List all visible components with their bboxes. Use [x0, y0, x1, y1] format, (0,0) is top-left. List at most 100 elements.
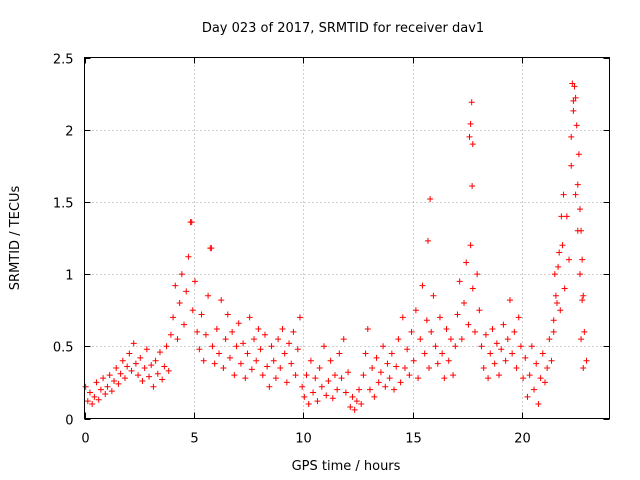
data-point: [482, 331, 489, 338]
data-point: [353, 398, 360, 405]
data-point: [233, 343, 240, 350]
data-point: [266, 383, 273, 390]
data-point: [391, 386, 398, 393]
data-point: [235, 320, 242, 327]
data-point: [119, 357, 126, 364]
data-point: [580, 292, 587, 299]
data-point: [124, 363, 131, 370]
data-point: [286, 340, 293, 347]
data-point: [222, 336, 229, 343]
y-tick-label: 1: [65, 269, 73, 284]
x-tick-label: 0: [81, 432, 89, 447]
data-point: [325, 377, 332, 384]
data-point: [351, 406, 358, 413]
data-point: [509, 350, 516, 357]
data-point: [575, 151, 582, 158]
data-point: [520, 375, 527, 382]
data-point: [487, 350, 494, 357]
data-point: [255, 325, 262, 332]
data-point: [535, 401, 542, 408]
data-point: [296, 314, 303, 321]
data-point: [216, 350, 223, 357]
data-point: [531, 386, 538, 393]
y-axis-label: SRMTID / TECUs: [8, 186, 23, 291]
data-point: [463, 259, 470, 266]
y-tick-label: 2.5: [53, 53, 74, 68]
data-point: [502, 357, 509, 364]
data-point: [259, 372, 266, 379]
data-point: [511, 328, 518, 335]
data-point: [340, 336, 347, 343]
data-point: [226, 354, 233, 361]
data-point: [541, 379, 548, 386]
data-point: [279, 325, 286, 332]
data-point: [452, 343, 459, 350]
data-point: [551, 271, 558, 278]
data-point: [410, 357, 417, 364]
data-point: [371, 393, 378, 400]
y-tick-label: 1.5: [53, 197, 74, 212]
data-point: [436, 314, 443, 321]
data-point: [176, 299, 183, 306]
data-point: [349, 393, 356, 400]
data-point: [283, 379, 290, 386]
data-point: [261, 331, 268, 338]
data-point: [581, 328, 588, 335]
data-point: [445, 357, 452, 364]
data-point: [408, 328, 415, 335]
data-point: [150, 383, 157, 390]
data-point: [360, 372, 367, 379]
data-point: [466, 133, 473, 140]
data-point: [375, 379, 382, 386]
data-point: [316, 364, 323, 371]
data-point: [469, 141, 476, 148]
data-point: [86, 389, 93, 396]
data-point: [257, 346, 264, 353]
data-point: [395, 336, 402, 343]
x-tick-label: 20: [514, 432, 531, 447]
data-point: [205, 292, 212, 299]
data-point: [563, 213, 570, 220]
data-point: [345, 369, 352, 376]
data-point: [454, 311, 461, 318]
data-point: [524, 393, 531, 400]
data-point: [513, 364, 520, 371]
data-point: [489, 325, 496, 332]
data-point: [126, 350, 133, 357]
data-point: [115, 380, 122, 387]
data-point: [342, 389, 349, 396]
data-point: [194, 328, 201, 335]
data-point: [544, 364, 551, 371]
data-point: [456, 278, 463, 285]
data-point: [321, 343, 328, 350]
data-point: [167, 331, 174, 338]
data-point: [97, 386, 104, 393]
data-point: [426, 364, 433, 371]
data-point: [156, 349, 163, 356]
data-point: [358, 401, 365, 408]
data-point: [500, 321, 507, 328]
data-point: [447, 336, 454, 343]
data-point: [441, 375, 448, 382]
data-point: [310, 389, 317, 396]
data-point: [305, 401, 312, 408]
data-point: [384, 360, 391, 367]
data-point: [380, 343, 387, 350]
data-point: [515, 314, 522, 321]
data-point: [137, 354, 144, 361]
data-point: [434, 360, 441, 367]
data-point: [528, 343, 535, 350]
data-point: [152, 357, 159, 364]
data-point: [522, 354, 529, 361]
data-point: [191, 278, 198, 285]
data-point: [334, 386, 341, 393]
data-point: [468, 99, 475, 106]
data-point: [369, 364, 376, 371]
data-point: [303, 372, 310, 379]
data-point: [550, 317, 557, 324]
data-point: [314, 398, 321, 405]
data-point: [159, 376, 166, 383]
data-point: [406, 372, 413, 379]
data-points: [82, 80, 590, 413]
